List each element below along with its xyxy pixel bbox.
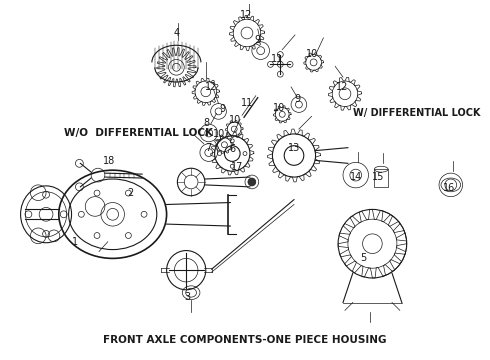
- Text: 4: 4: [173, 28, 179, 38]
- Text: 12: 12: [336, 82, 348, 92]
- Text: 9: 9: [255, 35, 261, 45]
- Text: FRONT AXLE COMPONENTS-ONE PIECE HOUSING: FRONT AXLE COMPONENTS-ONE PIECE HOUSING: [103, 335, 387, 345]
- Text: 9: 9: [220, 104, 225, 114]
- Text: 12: 12: [240, 10, 252, 20]
- Bar: [374, 169, 388, 187]
- Text: 10: 10: [229, 115, 242, 125]
- Text: 10: 10: [306, 49, 318, 59]
- Text: W/ DIFFERENTIAL LOCK: W/ DIFFERENTIAL LOCK: [353, 108, 480, 118]
- Text: 10: 10: [273, 103, 285, 113]
- Text: 5: 5: [361, 253, 367, 263]
- Text: 15: 15: [372, 172, 385, 182]
- Text: 12: 12: [204, 82, 217, 92]
- Text: 10: 10: [214, 129, 226, 139]
- Text: 17: 17: [231, 162, 244, 172]
- Text: 1: 1: [73, 237, 78, 247]
- Text: 8: 8: [204, 118, 210, 128]
- Text: 13: 13: [288, 143, 300, 153]
- Text: 7: 7: [206, 143, 212, 153]
- Text: 3: 3: [184, 292, 190, 302]
- Text: 2: 2: [127, 188, 133, 198]
- Text: W/O  DIFFERENTIAL LOCK: W/O DIFFERENTIAL LOCK: [64, 128, 213, 138]
- Text: 18: 18: [103, 156, 115, 166]
- Circle shape: [248, 178, 256, 186]
- Text: 14: 14: [350, 172, 362, 182]
- Text: 9: 9: [294, 94, 300, 104]
- Text: 11: 11: [271, 54, 283, 64]
- Text: 16: 16: [443, 183, 455, 193]
- Text: 6: 6: [229, 144, 235, 153]
- Text: 11: 11: [241, 99, 253, 108]
